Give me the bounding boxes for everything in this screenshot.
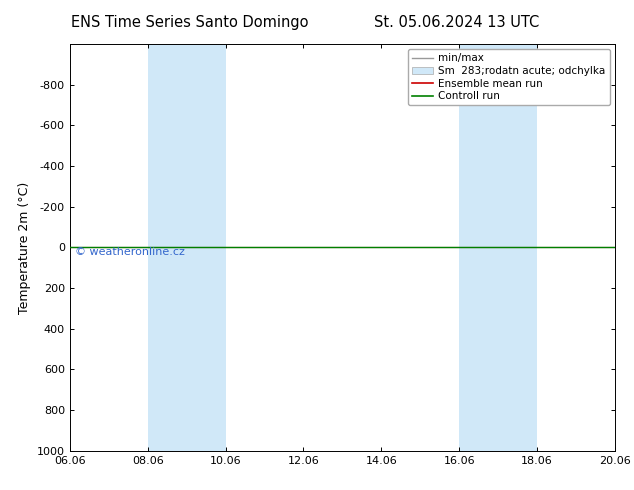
Text: © weatheronline.cz: © weatheronline.cz xyxy=(75,247,185,257)
Y-axis label: Temperature 2m (°C): Temperature 2m (°C) xyxy=(18,181,31,314)
Text: ENS Time Series Santo Domingo: ENS Time Series Santo Domingo xyxy=(72,15,309,30)
Bar xyxy=(459,44,537,451)
Legend: min/max, Sm  283;rodatn acute; odchylka, Ensemble mean run, Controll run: min/max, Sm 283;rodatn acute; odchylka, … xyxy=(408,49,610,105)
Text: St. 05.06.2024 13 UTC: St. 05.06.2024 13 UTC xyxy=(374,15,539,30)
Bar xyxy=(148,44,226,451)
